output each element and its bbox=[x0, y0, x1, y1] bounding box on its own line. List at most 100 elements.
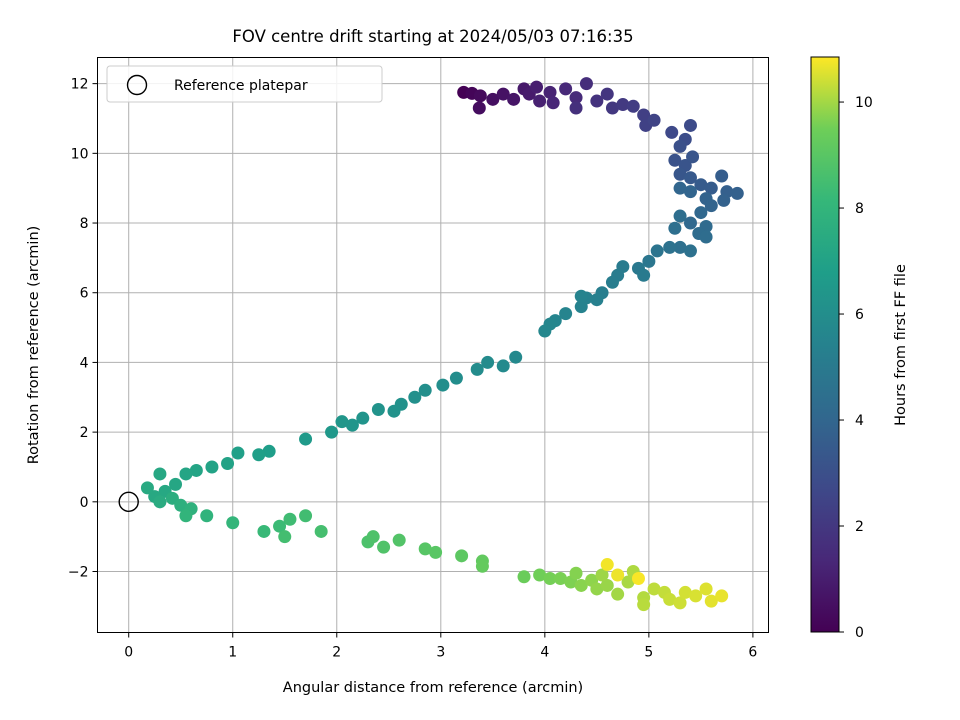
scatter-point bbox=[673, 240, 687, 254]
y-tick-label: 0 bbox=[80, 495, 89, 511]
colorbar-tick-label: 10 bbox=[855, 95, 873, 111]
x-tick-label: 5 bbox=[644, 645, 653, 661]
colorbar-gradient bbox=[810, 56, 840, 633]
grid-lines bbox=[97, 57, 769, 633]
scatter-point bbox=[689, 589, 703, 603]
scatter-point bbox=[205, 460, 219, 474]
scatter-points bbox=[140, 77, 744, 612]
legend-label: Reference platepar bbox=[174, 78, 308, 94]
scatter-point bbox=[377, 540, 391, 554]
scatter-point bbox=[470, 362, 484, 376]
scatter-point bbox=[496, 87, 510, 101]
scatter-point bbox=[704, 199, 718, 213]
scatter-point bbox=[278, 530, 292, 544]
scatter-point bbox=[683, 185, 697, 199]
scatter-point bbox=[668, 221, 682, 235]
scatter-point bbox=[678, 585, 692, 599]
scatter-point bbox=[392, 533, 406, 547]
scatter-point bbox=[704, 594, 718, 608]
scatter-point bbox=[517, 570, 531, 584]
scatter-point bbox=[559, 307, 573, 321]
chart-title: FOV centre drift starting at 2024/05/03 … bbox=[232, 27, 633, 46]
scatter-point bbox=[314, 524, 328, 538]
scatter-point bbox=[221, 456, 235, 470]
scatter-point bbox=[574, 289, 588, 303]
scatter-point bbox=[189, 463, 203, 477]
scatter-point bbox=[673, 209, 687, 223]
scatter-point bbox=[616, 98, 630, 112]
scatter-point bbox=[605, 101, 619, 115]
scatter-point bbox=[699, 582, 713, 596]
x-tick-label: 0 bbox=[124, 645, 133, 661]
scatter-point bbox=[650, 244, 664, 258]
scatter-point bbox=[704, 181, 718, 195]
x-tick-label: 6 bbox=[748, 645, 757, 661]
scatter-point bbox=[436, 378, 450, 392]
scatter-point bbox=[730, 186, 744, 200]
scatter-point bbox=[553, 571, 567, 585]
scatter-point bbox=[273, 519, 287, 533]
scatter-point bbox=[153, 467, 167, 481]
scatter-point bbox=[473, 89, 487, 103]
scatter-point bbox=[371, 402, 385, 416]
scatter-point bbox=[345, 418, 359, 432]
scatter-point bbox=[533, 94, 547, 108]
scatter-point bbox=[449, 371, 463, 385]
reference-platepar-marker bbox=[118, 491, 139, 513]
scatter-point bbox=[673, 139, 687, 153]
scatter-point bbox=[486, 92, 500, 106]
scatter-point bbox=[169, 477, 183, 491]
scatter-point bbox=[574, 300, 588, 314]
scatter-point bbox=[530, 80, 544, 94]
y-tick-label: 2 bbox=[80, 425, 89, 441]
scatter-point bbox=[673, 181, 687, 195]
scatter-point bbox=[472, 101, 486, 115]
scatter-point bbox=[579, 77, 593, 91]
legend: Reference platepar bbox=[106, 65, 383, 103]
x-tick-label: 3 bbox=[436, 645, 445, 661]
scatter-point bbox=[408, 390, 422, 404]
scatter-point bbox=[569, 91, 583, 105]
legend-box bbox=[106, 65, 383, 103]
scatter-point bbox=[574, 578, 588, 592]
legend-marker bbox=[126, 74, 148, 96]
scatter-point bbox=[663, 240, 677, 254]
scatter-point bbox=[509, 350, 523, 364]
scatter-point bbox=[647, 113, 661, 127]
scatter-point bbox=[686, 150, 700, 164]
scatter-point bbox=[595, 568, 609, 582]
scatter-point bbox=[673, 596, 687, 610]
scatter-point bbox=[179, 509, 193, 523]
scatter-point bbox=[226, 516, 240, 530]
colorbar-tick-label: 4 bbox=[855, 413, 864, 429]
scatter-point bbox=[694, 206, 708, 220]
scatter-point bbox=[496, 359, 510, 373]
scatter-point bbox=[507, 92, 521, 106]
scatter-point bbox=[325, 425, 339, 439]
scatter-point bbox=[631, 571, 645, 585]
scatter-point bbox=[611, 587, 625, 601]
scatter-point bbox=[673, 167, 687, 181]
scatter-point bbox=[543, 571, 557, 585]
colorbar-label: Hours from first FF file bbox=[893, 264, 909, 426]
scatter-point bbox=[683, 216, 697, 230]
scatter-point bbox=[140, 481, 154, 495]
scatter-point bbox=[174, 498, 188, 512]
scatter-point bbox=[299, 432, 313, 446]
scatter-point bbox=[590, 94, 604, 108]
scatter-point bbox=[665, 125, 679, 139]
scatter-point bbox=[538, 324, 552, 338]
scatter-point bbox=[231, 446, 245, 460]
scatter-point bbox=[569, 566, 583, 580]
x-tick-label: 4 bbox=[540, 645, 549, 661]
x-tick-label: 2 bbox=[332, 645, 341, 661]
scatter-point bbox=[153, 495, 167, 509]
scatter-point bbox=[715, 169, 729, 183]
scatter-point bbox=[683, 244, 697, 258]
scatter-point bbox=[429, 545, 443, 559]
x-axis-label: Angular distance from reference (arcmin) bbox=[283, 680, 583, 696]
x-tick-label: 1 bbox=[228, 645, 237, 661]
scatter-point bbox=[569, 101, 583, 115]
scatter-point bbox=[387, 404, 401, 418]
y-tick-label: 12 bbox=[71, 77, 89, 93]
